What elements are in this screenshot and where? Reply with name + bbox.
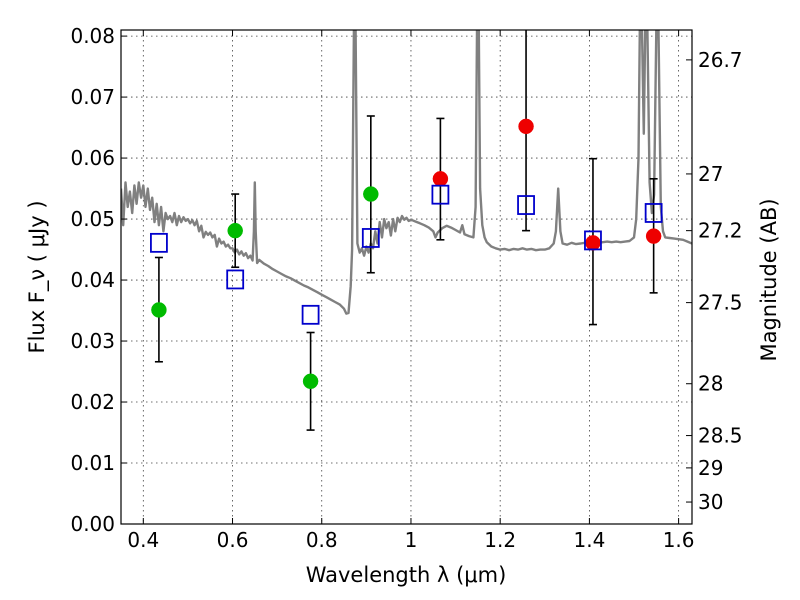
- data-point: [645, 228, 662, 244]
- y-tick-label: 0.04: [70, 268, 115, 292]
- model-square: [361, 228, 380, 248]
- y-tick-label: 0.02: [70, 390, 115, 414]
- y-right-tick-label: 30: [698, 490, 723, 514]
- x-tick-label: 1.2: [484, 528, 516, 552]
- model-square: [584, 230, 602, 251]
- data-point: [151, 302, 167, 318]
- data-point: [432, 171, 449, 187]
- x-tick-label: 1.6: [663, 528, 695, 552]
- y-tick-label: 0.01: [70, 451, 115, 475]
- model-square: [150, 232, 168, 253]
- y-right-tick-label: 26.7: [698, 48, 743, 72]
- model-square: [226, 269, 245, 290]
- model-square: [517, 195, 535, 215]
- y-axis-right-label: Magnitude (AB): [757, 198, 781, 361]
- data-markers: [150, 118, 663, 390]
- y-tick-label: 0.05: [70, 207, 115, 231]
- data-point: [227, 222, 243, 239]
- axis-ticks: 0.4 0.6 0.8 1 1.2 1.4 1.6 0.00 0.01 0.02 0.03 0.04 0…: [70, 24, 742, 552]
- x-tick-label: 0.4: [127, 528, 159, 552]
- plot-frame: [120, 29, 693, 525]
- data-point: [585, 235, 601, 251]
- y-right-tick-label: 28.5: [698, 424, 743, 448]
- x-axis-label: Wavelength λ (μm): [306, 563, 507, 587]
- x-tick-label: 1: [405, 528, 418, 552]
- y-tick-label: 0.07: [70, 85, 115, 109]
- y-tick-label: 0.00: [70, 512, 115, 536]
- x-tick-label: 1.4: [573, 528, 605, 552]
- spectrum-line: [121, 30, 692, 315]
- model-spectrum: [121, 30, 692, 315]
- y-right-tick-label: 29: [698, 456, 723, 480]
- data-point: [302, 373, 319, 390]
- y-axis-label: Flux F_ν ( μJy ): [25, 200, 50, 353]
- y-tick-label: 0.06: [70, 146, 115, 170]
- y-tick-label: 0.03: [70, 329, 115, 353]
- model-square: [431, 184, 450, 205]
- y-tick-label: 0.08: [70, 24, 115, 48]
- x-tick-label: 0.8: [306, 528, 338, 552]
- data-point: [363, 186, 379, 202]
- y-right-tick-label: 27.2: [698, 219, 743, 243]
- x-tick-label: 0.6: [217, 528, 249, 552]
- y-right-tick-label: 28: [698, 372, 723, 396]
- model-square: [644, 203, 663, 223]
- y-right-tick-label: 27.5: [698, 291, 743, 315]
- model-square: [301, 304, 320, 325]
- data-point: [518, 118, 534, 135]
- grid: [121, 30, 692, 524]
- y-right-tick-label: 27: [698, 162, 723, 186]
